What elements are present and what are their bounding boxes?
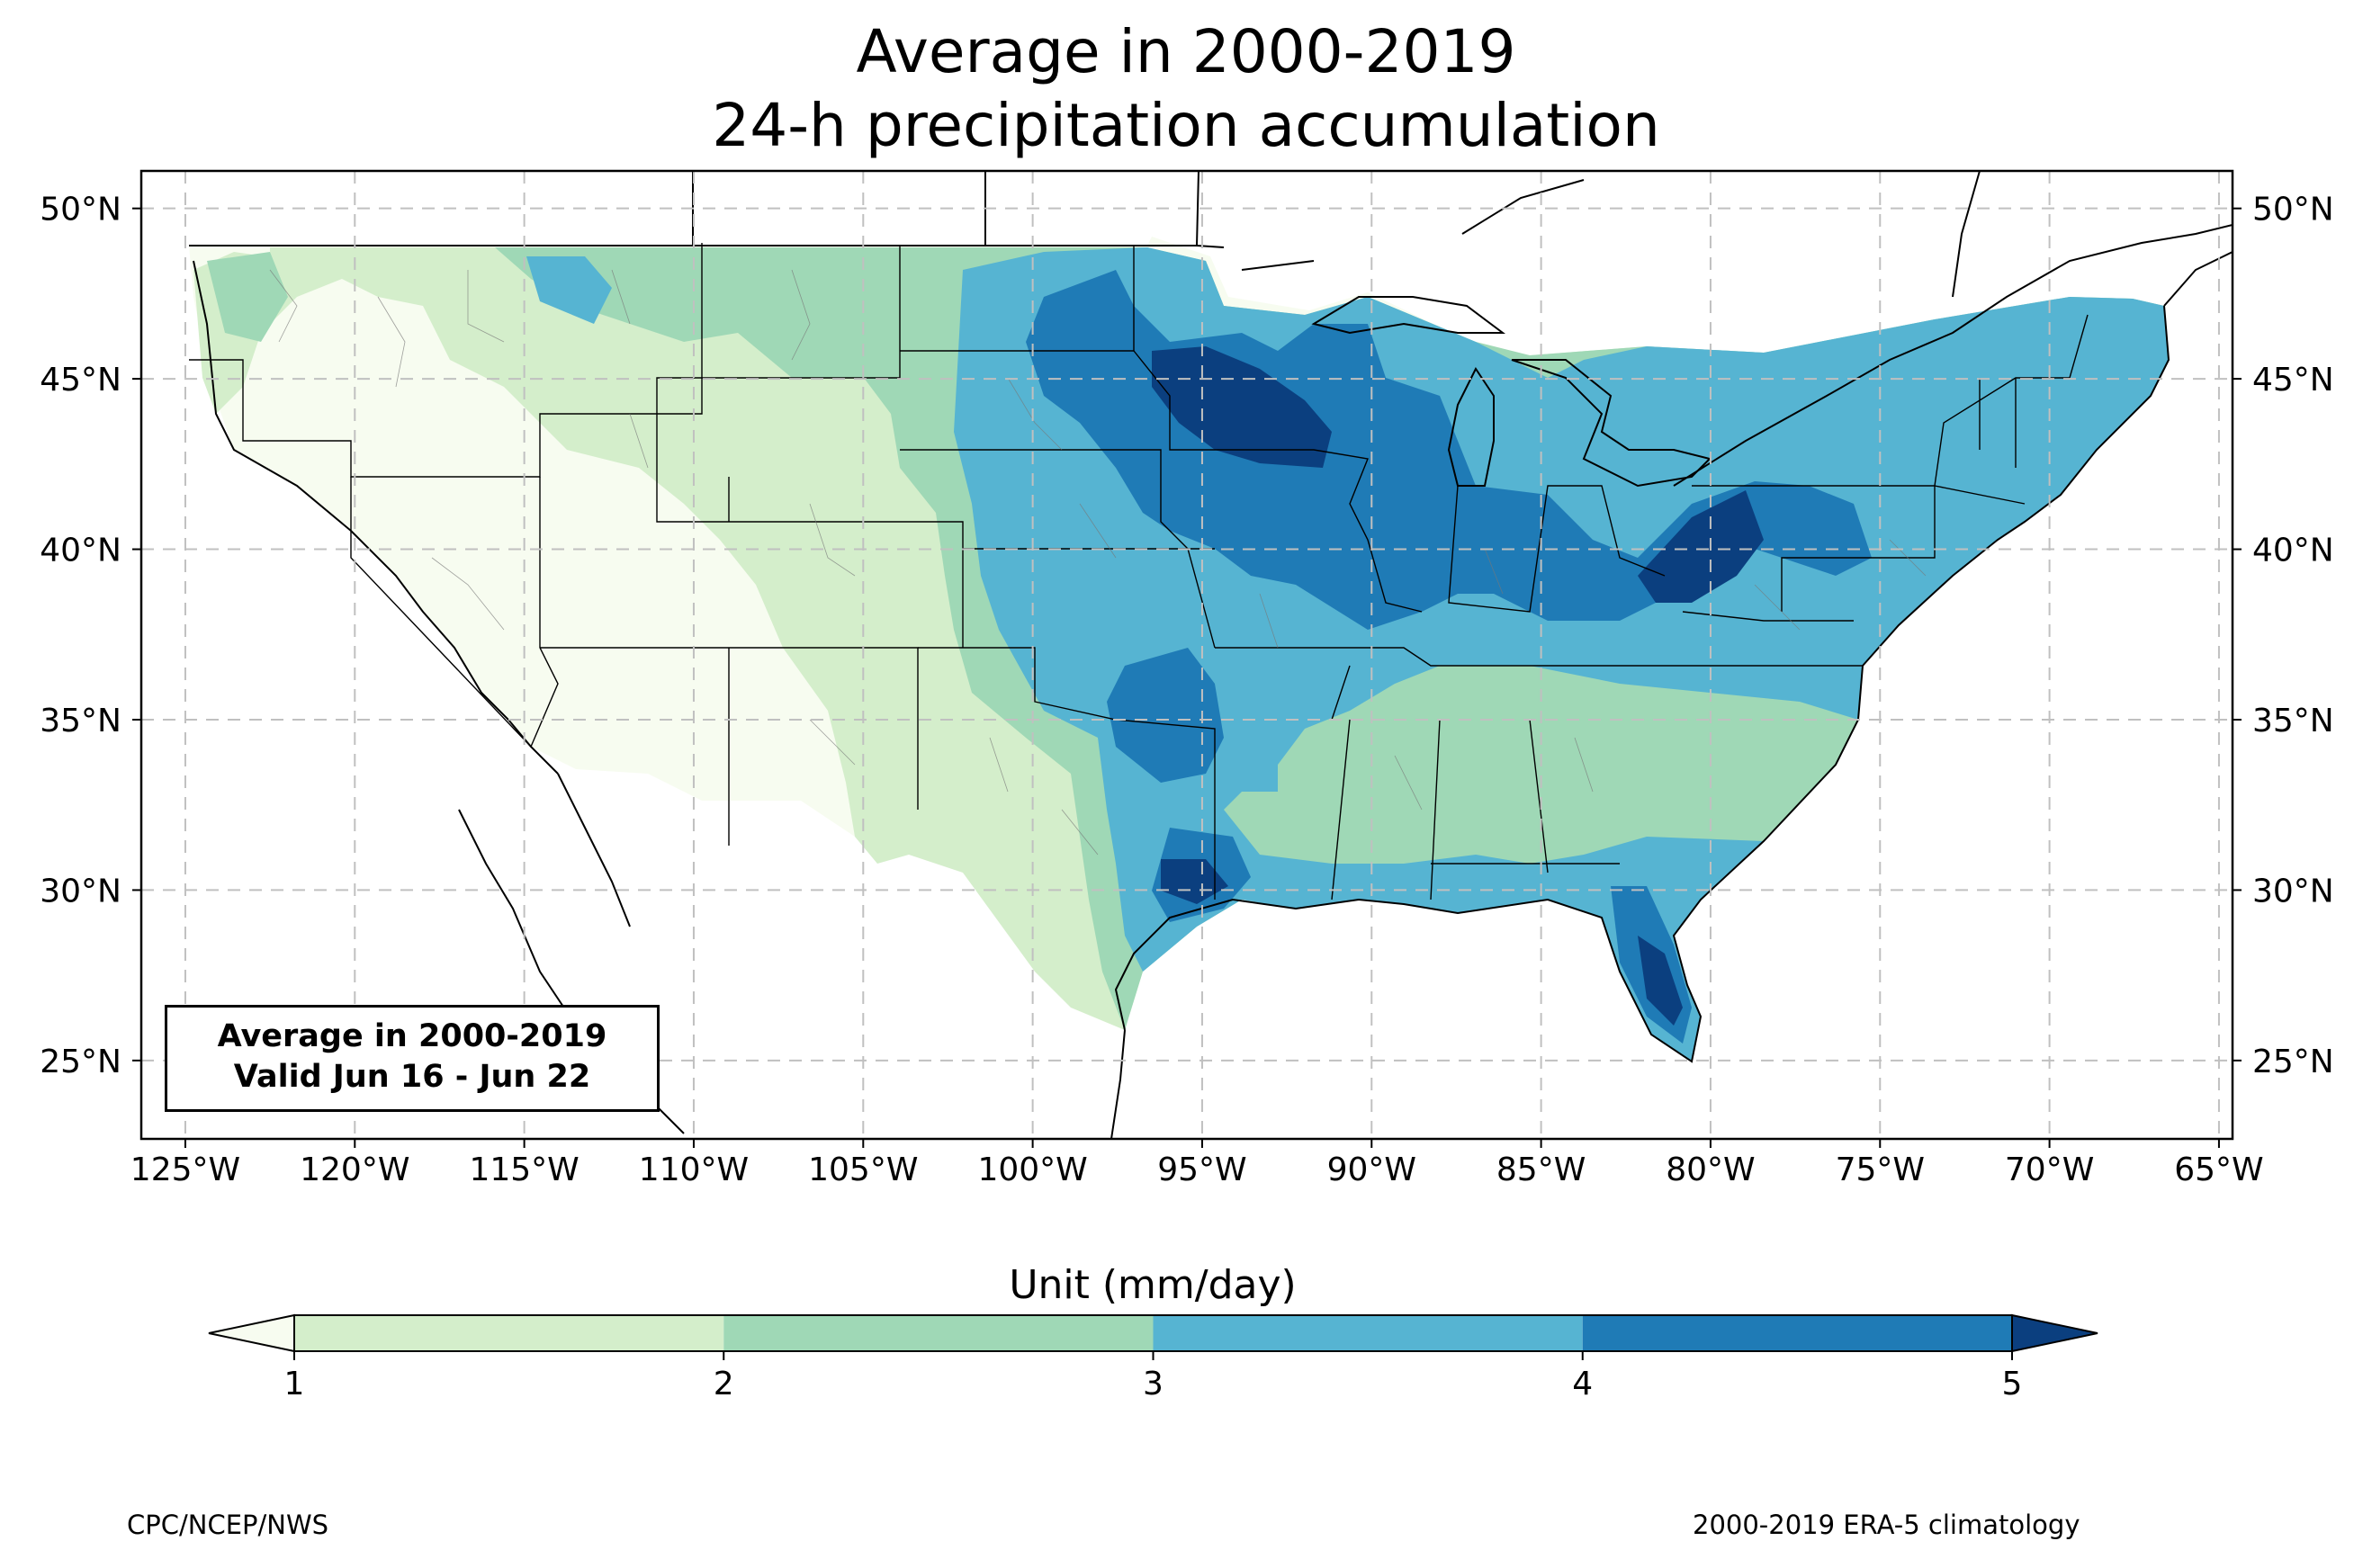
lat-tick-label-left: 40°N [40, 533, 121, 569]
colorbar-tick-label: 2 [714, 1366, 734, 1402]
colorbar-extend-high [2011, 1313, 2098, 1353]
map-frame [139, 169, 2234, 1141]
latitude-labels-right: 50°N 45°N 40°N 35°N 30°N 25°N [2252, 192, 2334, 1080]
lat-tick-label-right: 25°N [2252, 1044, 2334, 1080]
precip-region-3-4-mt [526, 256, 612, 324]
colorbar-tick-label: 4 [1572, 1366, 1593, 1402]
lon-tick-label: 125°W [130, 1151, 240, 1188]
lat-tick-label-left: 45°N [40, 362, 121, 399]
lat-tick-label-right: 40°N [2252, 533, 2334, 569]
county-boundaries [269, 269, 1927, 856]
footer-climatology: 2000-2019 ERA-5 climatology [1693, 1510, 2080, 1540]
map-validity-box: Average in 2000-2019 Valid Jun 16 - Jun … [165, 1005, 660, 1112]
colorbar-segment [1153, 1315, 1583, 1351]
colorbar-title: Unit (mm/day) [1009, 1262, 1297, 1308]
precip-region-above-5-iowa [1152, 346, 1332, 468]
footer-source: CPC/NCEP/NWS [127, 1510, 329, 1540]
lat-tick-label-right: 50°N [2252, 192, 2334, 228]
lat-tick-label-left: 30°N [40, 873, 121, 909]
longitude-labels: 125°W 120°W 115°W 110°W 105°W 100°W 95°W 90°W 85… [130, 1151, 2264, 1188]
latitude-labels-left: 50°N 45°N 40°N 35°N 30°N 25°N [40, 192, 121, 1080]
lat-tick-label-left: 50°N [40, 192, 121, 228]
canada-northeast [1673, 224, 2233, 487]
lon-tick-label: 115°W [469, 1151, 579, 1188]
precip-region-4-5-ozark [1107, 648, 1224, 783]
lon-tick-label: 85°W [1496, 1151, 1586, 1188]
lon-tick-label: 80°W [1666, 1151, 1755, 1188]
lat-tick-label-left: 35°N [40, 703, 121, 739]
canada-coast [2163, 251, 2233, 307]
map-title-line-2: 24-h precipitation accumulation [712, 91, 1660, 160]
great-lakes-superior [1311, 296, 1505, 335]
colorbar: 1 2 3 4 5 [208, 1313, 2098, 1402]
lat-tick-label-right: 45°N [2252, 362, 2334, 399]
lon-tick-label: 120°W [300, 1151, 409, 1188]
precipitation-fill [189, 237, 2169, 1062]
colorbar-segment [723, 1315, 1154, 1351]
great-lakes-michigan [1447, 367, 1495, 487]
colorbar-tick-label: 3 [1143, 1366, 1164, 1402]
lat-tick-label-right: 35°N [2252, 703, 2334, 739]
colorbar-segment [294, 1315, 724, 1351]
colorbar-tick-label: 1 [284, 1366, 305, 1402]
lon-tick-label: 110°W [639, 1151, 749, 1188]
lon-tick-label: 95°W [1157, 1151, 1246, 1188]
precip-region-2-3-nw [207, 252, 288, 342]
graticule [141, 171, 2233, 1139]
colorbar-extend-low [208, 1313, 295, 1353]
map-title-line-1: Average in 2000-2019 [856, 17, 1516, 86]
map-label-line-2: Valid Jun 16 - Jun 22 [233, 1059, 591, 1095]
lon-tick-label: 75°W [1836, 1151, 1925, 1188]
lon-tick-label: 70°W [2005, 1151, 2094, 1188]
lat-tick-label-right: 30°N [2252, 873, 2334, 909]
colorbar-tick-label: 5 [2002, 1366, 2023, 1402]
colorbar-segment [1582, 1315, 2012, 1351]
lon-tick-label: 100°W [977, 1151, 1087, 1188]
precip-region-above-5-appalachia [1638, 490, 1764, 603]
lon-tick-label: 105°W [808, 1151, 918, 1188]
map-area [141, 171, 2233, 1139]
mexico-coast [1110, 1029, 1126, 1139]
lat-tick-label-left: 25°N [40, 1044, 121, 1080]
map-label-line-1: Average in 2000-2019 [217, 1018, 607, 1054]
precip-region-above-5-florida [1638, 936, 1683, 1026]
lon-tick-label: 90°W [1327, 1151, 1416, 1188]
lon-tick-label: 65°W [2174, 1151, 2263, 1188]
map-axis-ticks [132, 207, 2242, 1148]
gulf-coast [1114, 305, 2170, 1063]
precip-region-above-5-texas [1161, 859, 1228, 904]
